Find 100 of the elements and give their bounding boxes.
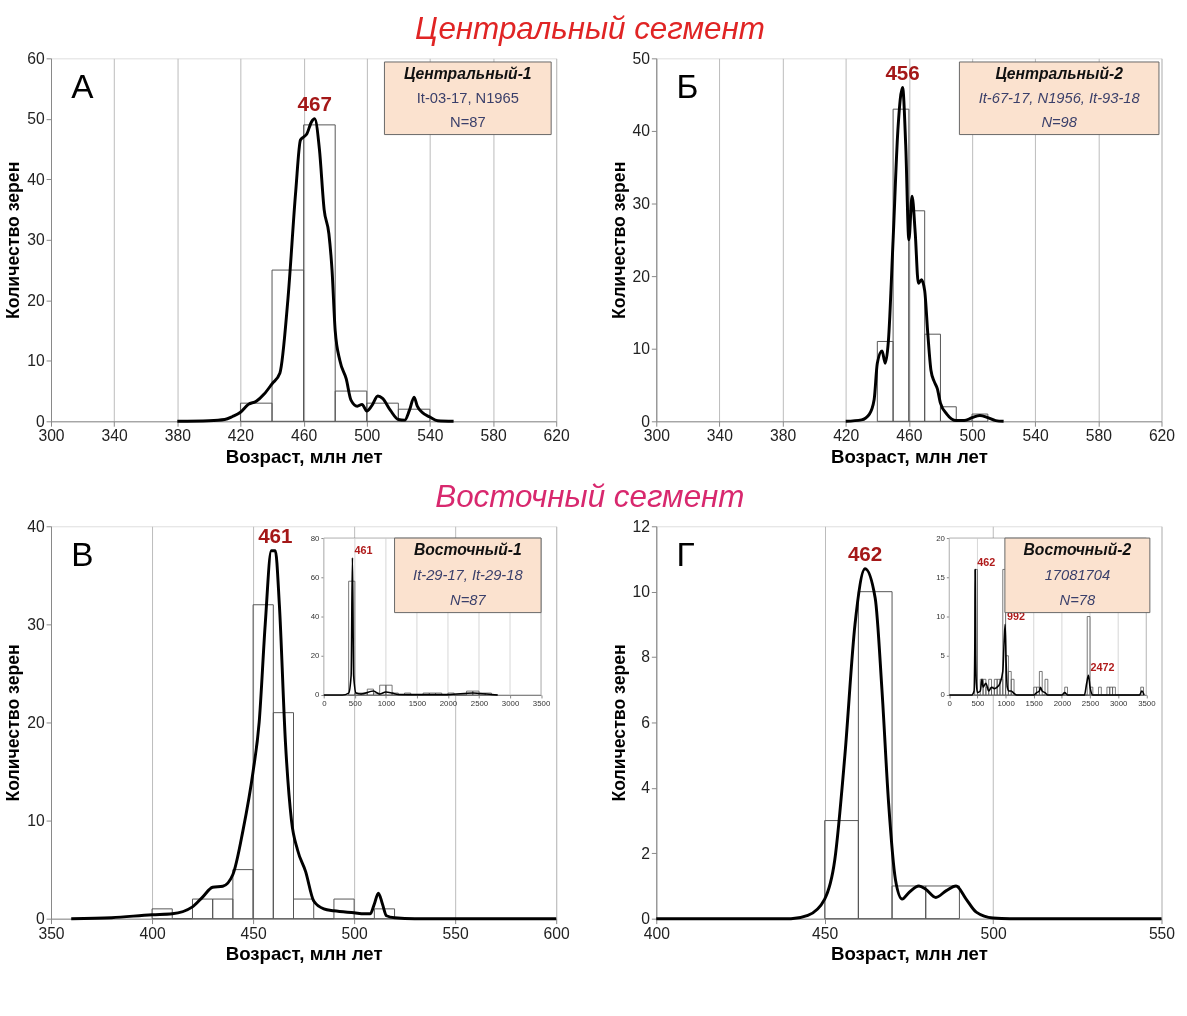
y-tick-label: 20 bbox=[632, 267, 651, 285]
x-tick-label: 300 bbox=[643, 427, 671, 445]
x-tick-label: 540 bbox=[1022, 427, 1050, 445]
annotation: А bbox=[71, 67, 95, 105]
y-tick-label: 6 bbox=[641, 713, 651, 731]
x-tick-label: 0 bbox=[947, 699, 953, 709]
x-tick-label: 2000 bbox=[439, 699, 458, 709]
x-tick-label: 500 bbox=[341, 924, 368, 942]
annotation: 462 bbox=[977, 555, 996, 568]
x-tick-label: 3500 bbox=[532, 699, 551, 709]
x-tick-label: 300 bbox=[38, 427, 65, 445]
annotation: В bbox=[71, 536, 94, 574]
x-tick-label: 500 bbox=[971, 699, 986, 709]
x-tick-label: 420 bbox=[833, 427, 860, 445]
y-tick-label: 30 bbox=[27, 615, 45, 633]
x-tick-label: 1500 bbox=[408, 699, 427, 709]
y-tick-label: 50 bbox=[632, 49, 651, 67]
x-tick-label: 620 bbox=[1148, 427, 1176, 445]
y-axis-title: Количество зерен bbox=[608, 161, 629, 319]
annotation: It-67-17, N1956, It-93-18 bbox=[978, 90, 1141, 107]
x-tick-label: 380 bbox=[164, 427, 192, 445]
x-tick-label: 450 bbox=[240, 924, 267, 942]
x-tick-label: 420 bbox=[227, 427, 255, 445]
annotation: It-29-17, It-29-18 bbox=[413, 567, 524, 584]
y-tick-label: 20 bbox=[27, 291, 45, 309]
y-tick-label: 40 bbox=[27, 517, 45, 535]
annotation: 461 bbox=[258, 523, 293, 547]
y-tick-label: 40 bbox=[27, 170, 45, 188]
x-tick-label: 340 bbox=[101, 427, 129, 445]
y-tick-label: 40 bbox=[632, 122, 651, 140]
x-tick-label: 3500 bbox=[1138, 699, 1157, 709]
y-tick-label: 8 bbox=[641, 648, 651, 666]
y-tick-label: 0 bbox=[315, 690, 321, 700]
x-tick-label: 460 bbox=[291, 427, 318, 445]
y-tick-label: 0 bbox=[940, 690, 946, 700]
x-tick-label: 500 bbox=[354, 427, 381, 445]
x-tick-label: 1000 bbox=[377, 699, 396, 709]
x-tick-label: 550 bbox=[1148, 924, 1176, 942]
annotation: 992 bbox=[1007, 610, 1026, 623]
y-tick-label: 30 bbox=[632, 194, 651, 212]
x-tick-label: 1000 bbox=[997, 699, 1016, 709]
x-tick-label: 460 bbox=[896, 427, 923, 445]
annotation: Восточный-1 bbox=[413, 541, 522, 559]
x-tick-label: 3000 bbox=[1109, 699, 1129, 709]
x-axis-title: Возраст, млн лет bbox=[830, 446, 988, 467]
y-tick-label: 15 bbox=[936, 572, 946, 582]
x-tick-label: 2500 bbox=[1081, 699, 1100, 709]
y-tick-label: 10 bbox=[27, 352, 45, 370]
annotation: N=87 bbox=[450, 114, 486, 131]
y-axis-title: Количество зерен bbox=[608, 644, 629, 802]
y-tick-label: 10 bbox=[632, 340, 651, 358]
x-tick-label: 2000 bbox=[1053, 699, 1072, 709]
x-axis-title: Возраст, млн лет bbox=[830, 943, 988, 965]
x-tick-label: 2500 bbox=[470, 699, 489, 709]
annotation: Б bbox=[676, 67, 699, 105]
x-tick-label: 3000 bbox=[501, 699, 520, 709]
y-tick-label: 80 bbox=[310, 533, 321, 543]
y-tick-label: 0 bbox=[641, 412, 651, 430]
y-tick-label: 4 bbox=[641, 779, 651, 797]
x-tick-label: 620 bbox=[543, 427, 571, 445]
y-tick-label: 20 bbox=[936, 533, 946, 543]
y-tick-label: 10 bbox=[27, 811, 45, 829]
y-tick-label: 60 bbox=[27, 49, 45, 67]
annotation: N=87 bbox=[450, 592, 487, 609]
y-axis-title: Количество зерен bbox=[3, 644, 24, 802]
y-tick-label: 40 bbox=[310, 611, 321, 621]
y-tick-label: 20 bbox=[27, 713, 45, 731]
annotation: Восточный-2 bbox=[1023, 541, 1132, 559]
annotation: N=98 bbox=[1041, 114, 1078, 131]
x-tick-label: 380 bbox=[769, 427, 797, 445]
annotation: 461 bbox=[354, 543, 373, 556]
y-tick-label: 60 bbox=[310, 572, 321, 582]
x-tick-label: 580 bbox=[1085, 427, 1113, 445]
annotation: 462 bbox=[847, 541, 883, 565]
chart-title: Восточный сегмент bbox=[435, 479, 745, 515]
y-axis-title: Количество зерен bbox=[3, 161, 24, 319]
x-tick-label: 550 bbox=[442, 924, 470, 942]
x-tick-label: 580 bbox=[480, 427, 507, 445]
annotation: 2472 bbox=[1090, 661, 1115, 674]
y-tick-label: 5 bbox=[940, 651, 946, 661]
y-tick-label: 30 bbox=[27, 231, 45, 249]
y-tick-label: 50 bbox=[27, 110, 45, 128]
x-tick-label: 400 bbox=[139, 924, 166, 942]
annotation: It-03-17, N1965 bbox=[416, 90, 519, 107]
chart-title: Центральный сегмент bbox=[414, 11, 765, 47]
x-axis-title: Возраст, млн лет bbox=[225, 446, 383, 467]
y-tick-label: 12 bbox=[632, 517, 650, 535]
annotation: Центральный-2 bbox=[995, 64, 1124, 82]
x-tick-label: 500 bbox=[348, 699, 363, 709]
annotation: Г bbox=[676, 536, 695, 574]
x-tick-label: 500 bbox=[959, 427, 986, 445]
y-tick-label: 0 bbox=[35, 412, 45, 430]
annotation: Центральный-1 bbox=[404, 64, 532, 82]
annotation: 467 bbox=[297, 91, 332, 115]
x-tick-label: 450 bbox=[812, 924, 839, 942]
y-tick-label: 2 bbox=[641, 844, 650, 862]
y-tick-label: 10 bbox=[632, 583, 651, 601]
y-tick-label: 20 bbox=[310, 651, 321, 661]
x-tick-label: 340 bbox=[706, 427, 734, 445]
x-tick-label: 1500 bbox=[1025, 699, 1044, 709]
